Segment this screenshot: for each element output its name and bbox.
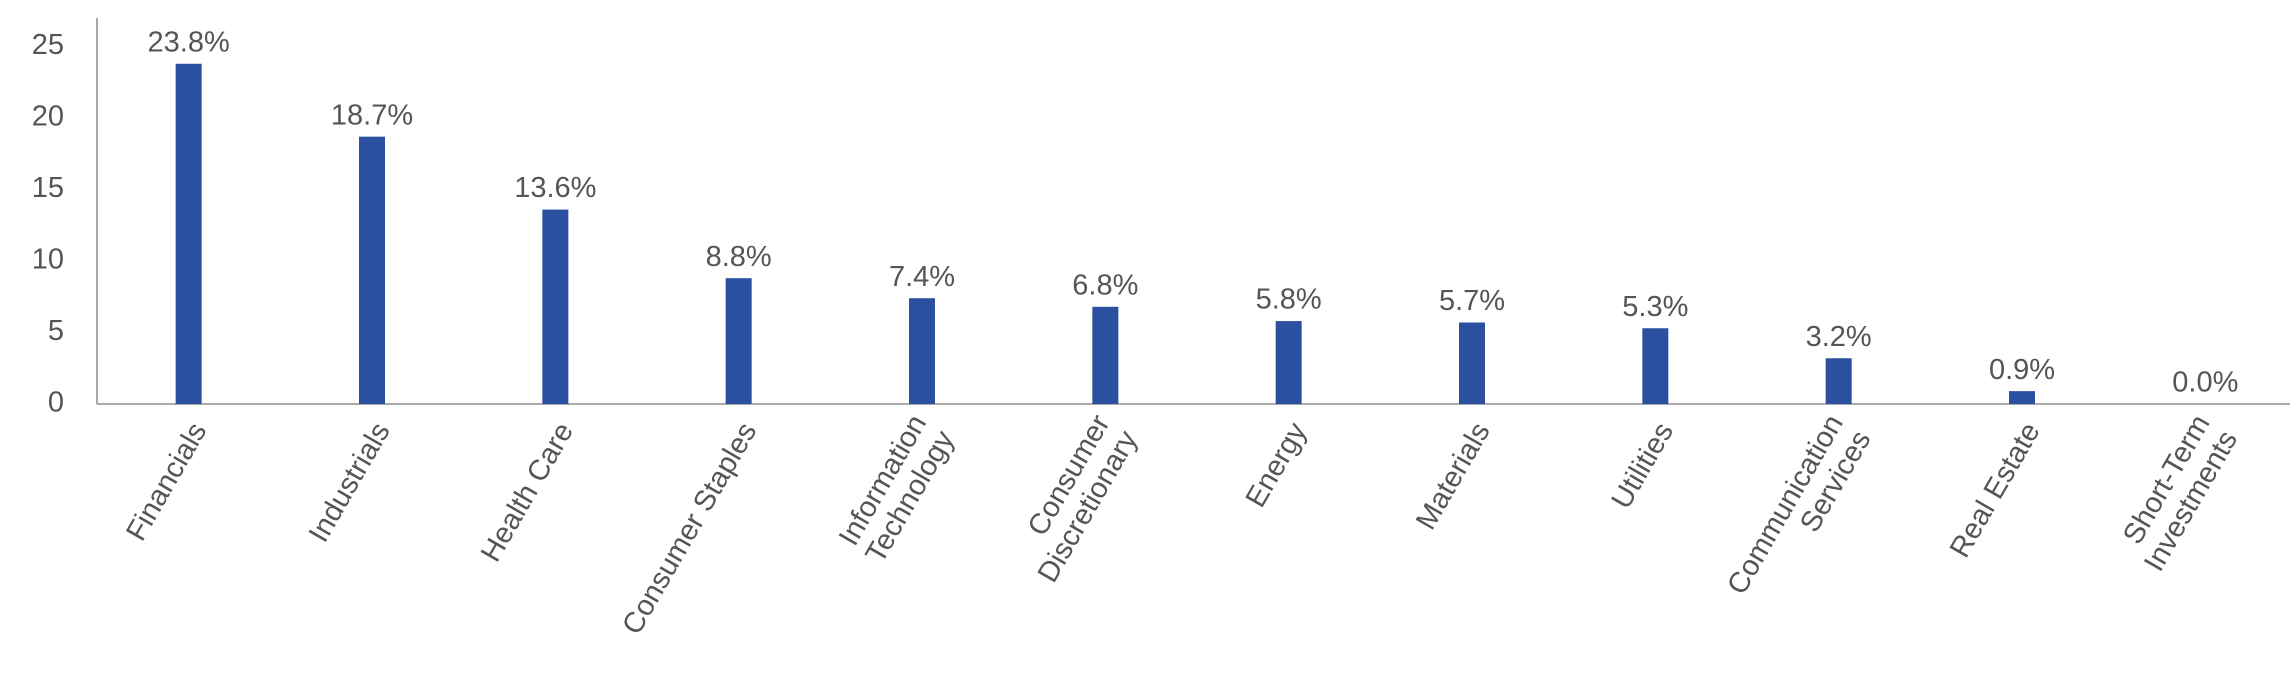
bar [542, 209, 569, 404]
y-tick-label: 25 [32, 29, 64, 61]
y-tick-label: 15 [32, 172, 64, 204]
bar [1642, 328, 1669, 404]
bar [2009, 391, 2035, 404]
value-label: 7.4% [889, 261, 955, 293]
bar [909, 298, 935, 404]
bar [1825, 358, 1852, 404]
y-tick-label: 0 [48, 387, 64, 419]
value-label: 3.2% [1806, 321, 1872, 353]
y-tick-label: 10 [32, 244, 64, 276]
x-tick-label: ConsumerDiscretionary [1004, 409, 1144, 588]
x-tick-label: Materials [1410, 417, 1497, 535]
x-tick-label: Industrials [303, 417, 397, 547]
value-label: 23.8% [148, 26, 230, 58]
bar [1459, 322, 1485, 404]
x-tick-label: Financials [120, 417, 213, 546]
bar [175, 63, 202, 405]
bar [725, 278, 752, 404]
value-label: 13.6% [514, 172, 596, 204]
value-label: 8.8% [706, 241, 772, 273]
x-tick-label: Health Care [475, 417, 580, 567]
x-tick-label: Consumer Staples [616, 417, 763, 640]
x-tick-label: Energy [1240, 417, 1314, 513]
x-tick-label: Short-TermInvestments [2110, 409, 2244, 576]
value-label: 18.7% [331, 99, 413, 131]
bar [359, 136, 385, 405]
x-tick-label: Utilities [1606, 417, 1680, 514]
x-tick-label: CommunicationServices [1721, 409, 1877, 615]
y-tick-label: 20 [32, 101, 64, 133]
value-label: 5.7% [1439, 285, 1505, 317]
bar [1092, 306, 1119, 404]
x-tick-label: Real Estate [1944, 417, 2047, 563]
x-tick-label: InformationTechnology [832, 409, 961, 568]
bar [1275, 321, 1302, 404]
value-label: 0.0% [2172, 367, 2238, 399]
value-label: 5.8% [1256, 284, 1322, 316]
value-label: 5.3% [1622, 291, 1688, 323]
value-label: 6.8% [1072, 269, 1138, 301]
value-label: 0.9% [1989, 354, 2055, 386]
y-tick-label: 5 [48, 315, 64, 347]
